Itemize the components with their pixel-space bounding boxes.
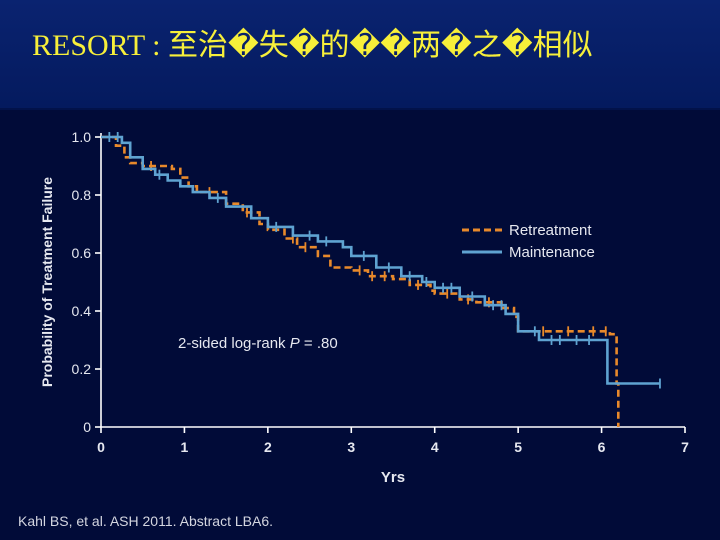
x-tick-label: 0 (97, 439, 105, 455)
x-tick-label: 5 (514, 439, 522, 455)
x-tick-label: 7 (681, 439, 689, 455)
y-tick-label: 0.2 (72, 361, 92, 377)
x-axis-label: Yrs (381, 469, 405, 486)
y-tick-label: 0 (83, 419, 91, 435)
log-rank-annotation: 2-sided log-rank P = .80 (178, 335, 338, 352)
x-tick-label: 2 (264, 439, 272, 455)
series-line-retreatment (101, 135, 620, 427)
x-tick-label: 1 (181, 439, 189, 455)
y-tick-label: 0.8 (72, 187, 92, 203)
slide-title: RESORT : 至治�失�的��两�之�相似 (32, 29, 593, 62)
y-tick-label: 0.6 (72, 245, 92, 261)
legend-label-retreatment: Retreatment (509, 222, 592, 239)
title-bar: RESORT : 至治�失�的��两�之�相似 (0, 0, 720, 108)
x-tick-label: 3 (347, 439, 355, 455)
legend-label-maintenance: Maintenance (509, 244, 595, 261)
citation: Kahl BS, et al. ASH 2011. Abstract LBA6. (18, 513, 274, 529)
x-tick-label: 6 (598, 439, 606, 455)
x-tick-label: 4 (431, 439, 439, 455)
survival-chart: 0 0.2 0.4 0.6 0.8 1.0 0 1 2 3 4 5 6 7 Yrs Probability o… (39, 129, 689, 486)
series-line-maintenance (101, 135, 660, 385)
y-axis-label: Probability of Treatment Failure (39, 177, 55, 387)
y-tick-label: 1.0 (72, 129, 92, 145)
y-tick-label: 0.4 (72, 303, 92, 319)
chart-panel: 0 0.2 0.4 0.6 0.8 1.0 0 1 2 3 4 5 6 7 Yrs Probability o… (0, 110, 720, 540)
